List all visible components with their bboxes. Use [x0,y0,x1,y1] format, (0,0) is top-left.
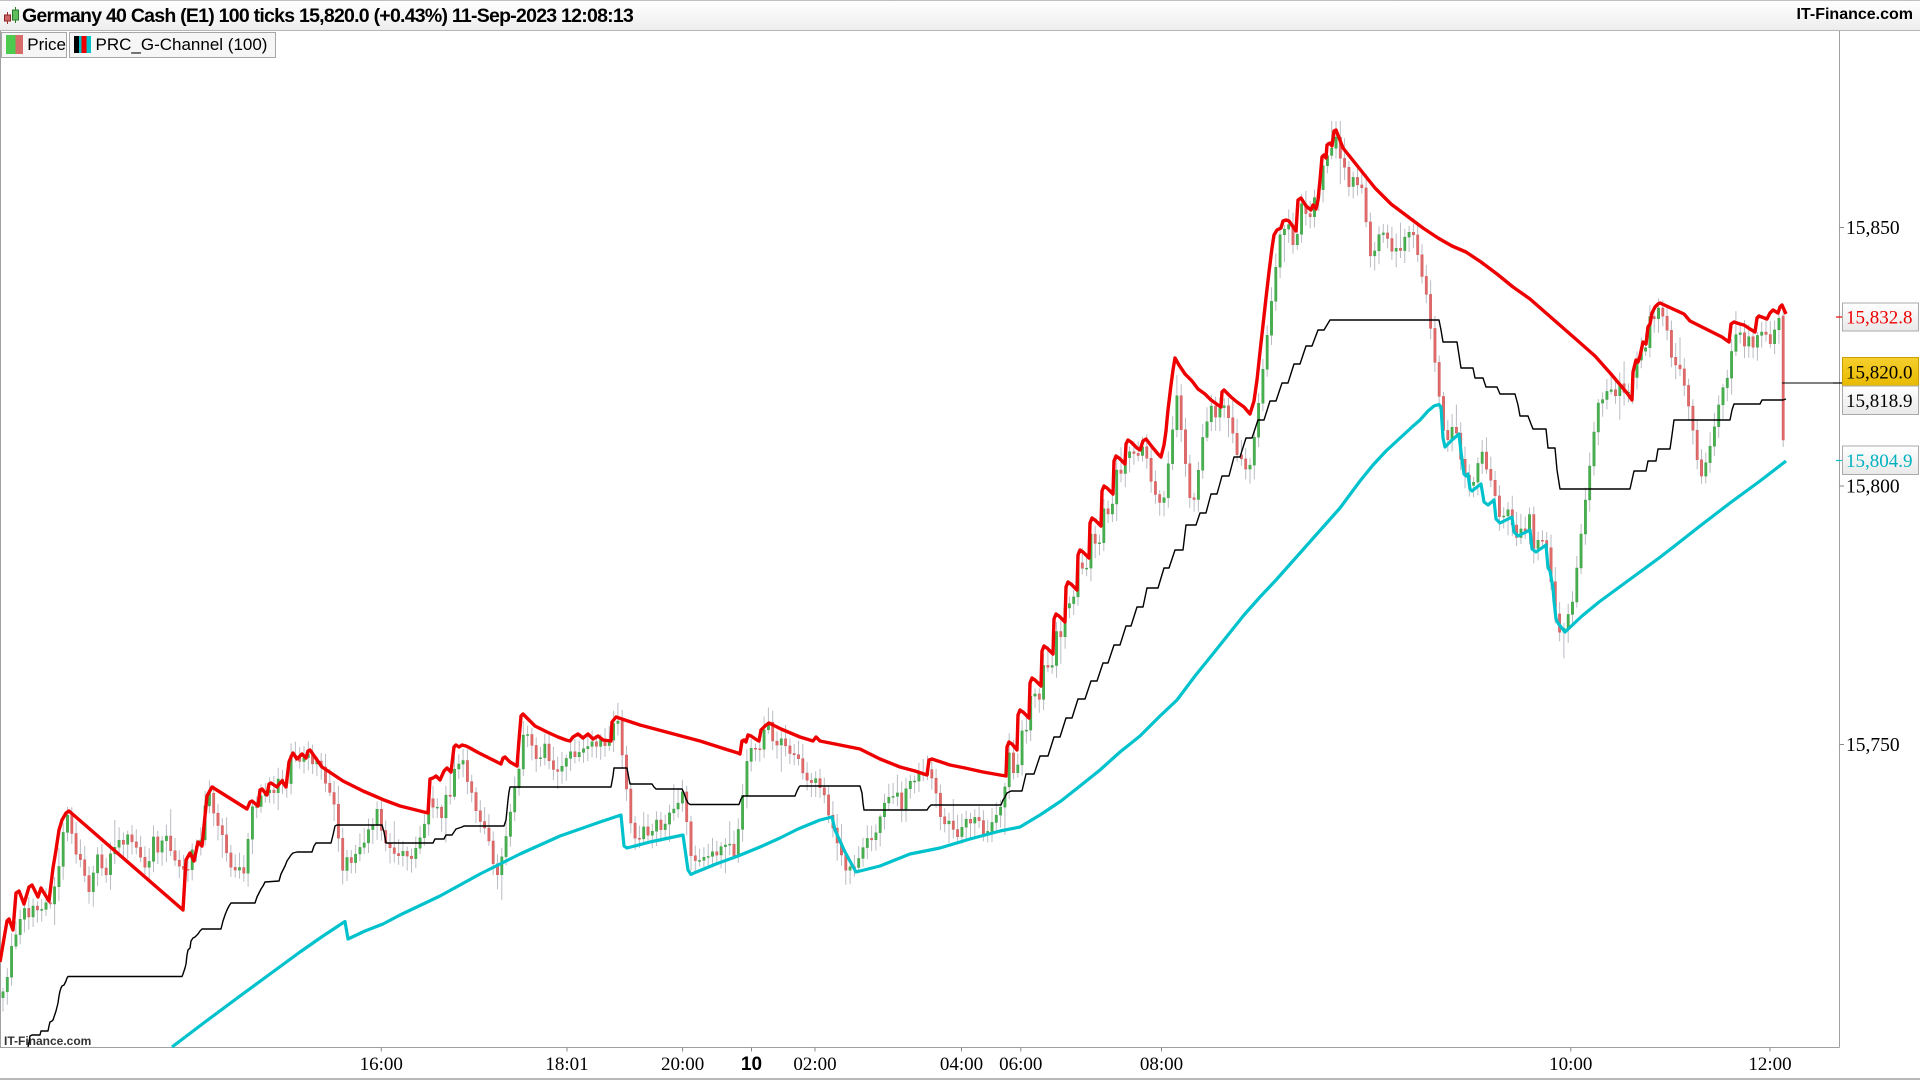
svg-text:15,820.0: 15,820.0 [1846,362,1913,383]
svg-text:08:00: 08:00 [1140,1054,1183,1075]
svg-text:15,800: 15,800 [1846,477,1900,498]
svg-text:06:00: 06:00 [999,1054,1042,1075]
svg-text:12:00: 12:00 [1748,1054,1791,1075]
svg-text:15,818.9: 15,818.9 [1846,391,1913,412]
svg-text:10: 10 [741,1054,762,1075]
svg-text:15,850: 15,850 [1846,218,1900,239]
svg-text:15,832.8: 15,832.8 [1846,308,1913,329]
svg-text:15,750: 15,750 [1846,735,1900,756]
svg-text:20:00: 20:00 [661,1054,704,1075]
svg-text:16:00: 16:00 [360,1054,403,1075]
svg-text:15,804.9: 15,804.9 [1846,451,1913,472]
svg-text:04:00: 04:00 [940,1054,983,1075]
svg-text:10:00: 10:00 [1549,1054,1592,1075]
svg-text:IT-Finance.com: IT-Finance.com [4,1034,91,1048]
svg-text:02:00: 02:00 [793,1054,836,1075]
svg-text:18:01: 18:01 [545,1054,588,1075]
